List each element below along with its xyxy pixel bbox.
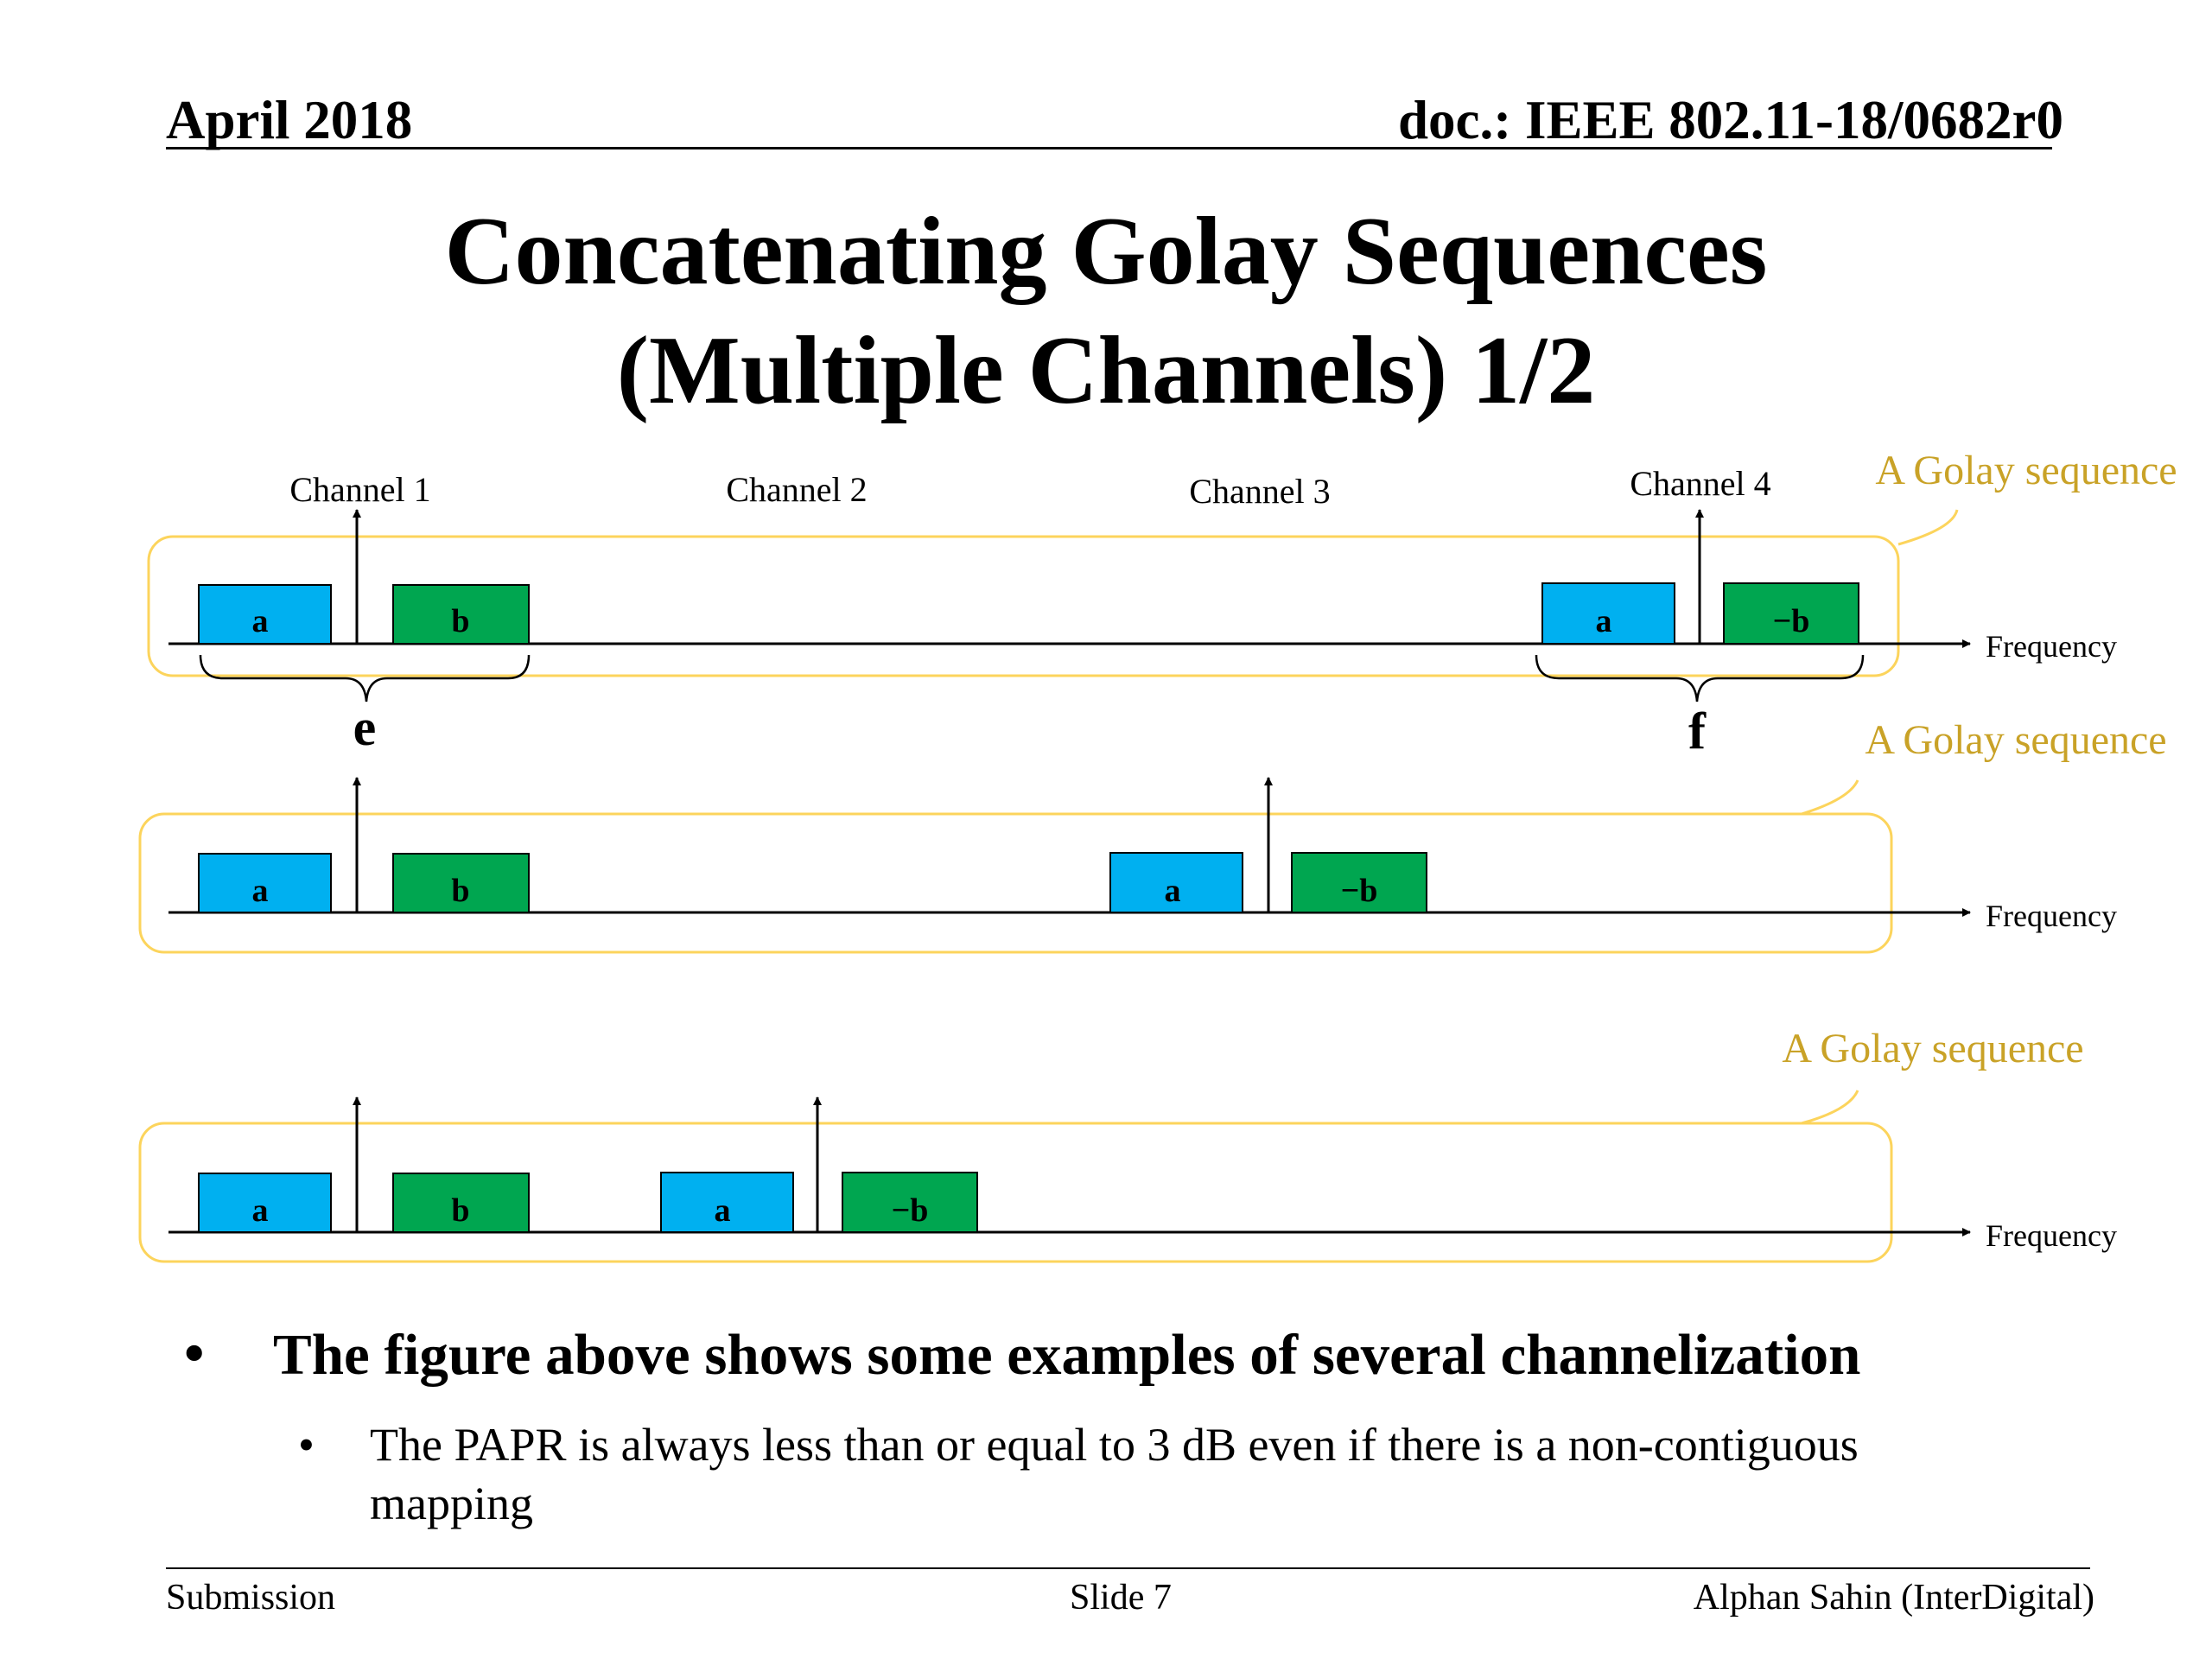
bullet-main-text: The figure above shows some examples of … bbox=[273, 1323, 1861, 1387]
channel-label-4: Channel 4 bbox=[1630, 464, 1770, 503]
block-neg-b-label: −b bbox=[1773, 603, 1810, 639]
frequency-label-3: Frequency bbox=[1986, 1218, 2117, 1253]
footer-rule bbox=[166, 1567, 2090, 1569]
footer-slide-number: Slide 7 bbox=[1070, 1578, 1172, 1618]
block-a-label: a bbox=[1165, 873, 1181, 909]
brace-label-e: e bbox=[353, 699, 377, 756]
bullet-dot: • bbox=[298, 1419, 315, 1471]
brace-label-f: f bbox=[1688, 702, 1707, 760]
block-a-label: a bbox=[1596, 603, 1612, 639]
header-rule bbox=[166, 147, 2052, 149]
frequency-label-1: Frequency bbox=[1986, 629, 2117, 664]
block-a bbox=[198, 853, 332, 913]
golay-box-3 bbox=[138, 1122, 1893, 1263]
block-b bbox=[392, 584, 530, 645]
block-b-label: b bbox=[451, 873, 469, 909]
block-a bbox=[660, 1172, 794, 1233]
channel-label-3: Channel 3 bbox=[1189, 472, 1330, 511]
brace-e bbox=[199, 654, 531, 702]
block-a-label: a bbox=[252, 1192, 269, 1229]
block-a bbox=[1541, 582, 1675, 645]
golay-label-2: A Golay sequence bbox=[1865, 717, 2166, 763]
channel-label-1: Channel 1 bbox=[289, 470, 430, 509]
block-b-label: b bbox=[451, 1192, 469, 1229]
block-a bbox=[198, 1173, 332, 1233]
golay-label-1: A Golay sequence bbox=[1875, 448, 2177, 493]
block-a bbox=[198, 584, 332, 645]
block-neg-b bbox=[1291, 852, 1427, 913]
channel-label-2: Channel 2 bbox=[726, 470, 867, 509]
golay-box-1 bbox=[147, 535, 1900, 677]
block-b-label: b bbox=[451, 603, 469, 639]
brace-f bbox=[1535, 654, 1865, 702]
block-b bbox=[392, 853, 530, 913]
block-a-label: a bbox=[252, 603, 269, 639]
bullet-dot: • bbox=[184, 1321, 205, 1385]
bullet-sub-text: The PAPR is always less than or equal to… bbox=[370, 1419, 1859, 1529]
header-doc-id: doc.: IEEE 802.11-18/0682r0 bbox=[1397, 90, 2063, 150]
block-neg-b bbox=[842, 1172, 978, 1233]
golay-label-3: A Golay sequence bbox=[1782, 1026, 2083, 1071]
footer-submission: Submission bbox=[166, 1578, 336, 1618]
golay-box-2 bbox=[138, 812, 1893, 954]
header-date: April 2018 bbox=[166, 90, 413, 150]
title-line-2: (Multiple Channels) 1/2 bbox=[616, 317, 1596, 424]
slide-title: Concatenating Golay Sequences (Multiple … bbox=[0, 192, 2212, 430]
golay-callout-1 bbox=[1897, 509, 1959, 546]
footer-author: Alphan Sahin (InterDigital) bbox=[1693, 1578, 2094, 1618]
block-neg-b-label: −b bbox=[892, 1192, 929, 1229]
block-a-label: a bbox=[252, 873, 269, 909]
block-a bbox=[1109, 852, 1243, 913]
block-neg-b bbox=[1723, 582, 1859, 645]
block-a-label: a bbox=[715, 1192, 731, 1229]
block-neg-b-label: −b bbox=[1341, 873, 1378, 909]
golay-callout-3 bbox=[1801, 1090, 1859, 1125]
title-line-1: Concatenating Golay Sequences bbox=[444, 198, 1768, 305]
block-b bbox=[392, 1173, 530, 1233]
golay-callout-2 bbox=[1801, 779, 1859, 816]
frequency-label-2: Frequency bbox=[1986, 899, 2117, 933]
